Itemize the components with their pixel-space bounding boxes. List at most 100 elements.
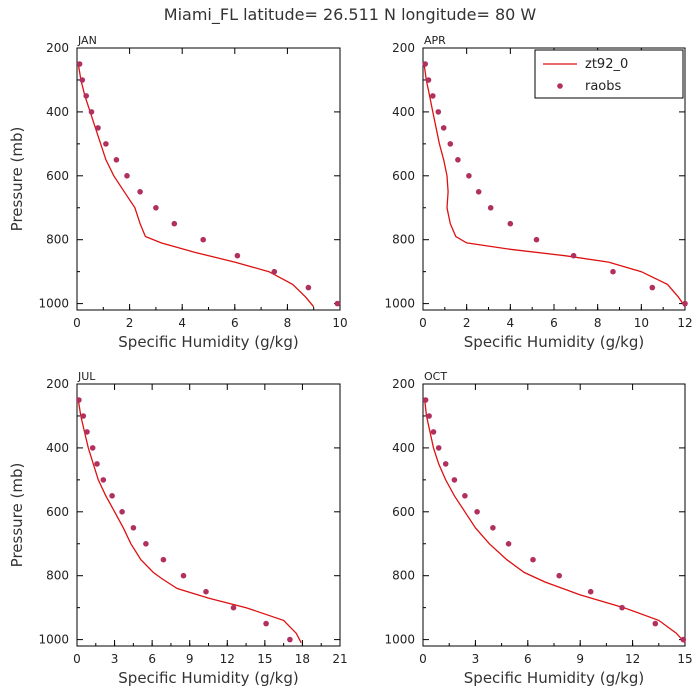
x-tick-label: 21: [332, 652, 347, 666]
x-tick-label: 12: [625, 652, 640, 666]
legend-label: raobs: [585, 79, 622, 94]
data-point-raobs: [84, 429, 90, 435]
data-point-raobs: [533, 236, 540, 243]
x-axis-label: Specific Humidity (g/kg): [118, 333, 298, 351]
y-tick-label: 400: [392, 105, 415, 119]
series-line-zt92_0: [77, 399, 302, 644]
panel-label: OCT: [424, 370, 447, 383]
data-point-raobs: [474, 509, 480, 515]
data-point-raobs: [430, 429, 437, 435]
data-point-raobs: [425, 77, 432, 83]
data-point-raobs: [570, 252, 577, 259]
data-point-raobs: [422, 61, 429, 67]
data-point-raobs: [451, 477, 458, 483]
legend-label: zt92_0: [585, 57, 628, 72]
y-tick-label: 1000: [384, 297, 415, 311]
data-point-raobs: [462, 493, 468, 499]
y-axis-label: Pressure (mb): [8, 463, 26, 568]
x-tick-label: 9: [186, 652, 194, 666]
data-point-raobs: [530, 556, 536, 563]
panel-oct: OCT 0 3 6 9 12 15 200 400 600 800 1000 Specific Humi…: [384, 370, 692, 687]
data-point-raobs: [79, 77, 86, 83]
data-point-raobs: [422, 397, 429, 403]
data-point-raobs: [426, 413, 432, 419]
data-point-raobs: [442, 461, 449, 467]
y-tick-label: 1000: [384, 633, 415, 647]
data-point-raobs: [160, 556, 167, 563]
panel-apr: APR 0 2 4 6 8 10 12 200 400 600 800 1000 Specific Hum…: [384, 34, 692, 351]
x-tick-label: 6: [231, 316, 239, 330]
data-point-raobs: [487, 205, 494, 211]
data-point-raobs: [587, 588, 594, 595]
y-tick-label: 800: [392, 569, 415, 583]
data-point-raobs: [263, 620, 269, 627]
data-point-raobs: [466, 173, 472, 179]
y-tick-label: 800: [392, 233, 415, 247]
data-point-raobs: [171, 220, 178, 227]
y-tick-label: 800: [46, 569, 69, 583]
data-point-raobs: [83, 93, 89, 99]
plot-frame: [422, 383, 686, 647]
y-tick-label: 600: [392, 505, 415, 519]
y-tick-label: 400: [46, 105, 69, 119]
x-tick-label: 4: [507, 316, 515, 330]
x-tick-label: 3: [111, 652, 119, 666]
x-tick-label: 0: [73, 316, 81, 330]
data-point-raobs: [200, 236, 206, 243]
data-point-raobs: [680, 636, 687, 643]
figure-title: Miami_FL latitude= 26.511 N longitude= 8…: [164, 5, 537, 25]
data-point-raobs: [619, 604, 625, 611]
y-tick-label: 600: [46, 169, 69, 183]
data-point-raobs: [334, 300, 341, 307]
data-point-raobs: [652, 620, 659, 627]
data-point-raobs: [430, 93, 436, 99]
data-point-raobs: [649, 284, 656, 291]
legend-box: [534, 49, 684, 99]
data-point-raobs: [109, 493, 115, 499]
x-tick-label: 12: [220, 652, 235, 666]
data-point-raobs: [455, 157, 461, 163]
data-point-raobs: [682, 300, 688, 307]
data-point-raobs: [88, 109, 95, 115]
data-point-raobs: [475, 189, 482, 195]
data-point-raobs: [95, 125, 101, 131]
y-axis-label: Pressure (mb): [8, 127, 26, 232]
x-tick-label: 10: [332, 316, 347, 330]
data-point-raobs: [507, 220, 514, 227]
x-tick-label: 2: [463, 316, 471, 330]
legend-point-swatch: [557, 83, 563, 89]
x-tick-label: 10: [634, 316, 649, 330]
data-point-raobs: [76, 61, 83, 67]
panel-label: APR: [424, 34, 446, 47]
panel-jan: JAN 0 2 4 6 8 10 200 400 600 800 1000 Specific Humid…: [8, 34, 348, 351]
x-tick-label: 9: [576, 652, 584, 666]
x-tick-label: 0: [419, 316, 427, 330]
data-point-raobs: [124, 173, 130, 179]
data-point-raobs: [271, 268, 278, 275]
data-point-raobs: [305, 284, 312, 291]
data-point-raobs: [80, 413, 87, 419]
y-tick-label: 200: [392, 377, 415, 391]
x-tick-label: 12: [677, 316, 692, 330]
y-tick-label: 400: [392, 441, 415, 455]
data-point-raobs: [230, 604, 237, 611]
data-point-raobs: [440, 125, 447, 131]
y-tick-label: 1000: [38, 297, 69, 311]
data-point-raobs: [556, 572, 562, 579]
y-tick-label: 600: [392, 169, 415, 183]
x-tick-label: 6: [148, 652, 156, 666]
panel-jul: JUL 0 3 6 9 12 15 18 21 200 400 600 800 1000 Specific …: [8, 370, 348, 687]
data-point-raobs: [447, 141, 454, 147]
series-line-zt92_0: [77, 63, 315, 308]
data-point-raobs: [435, 445, 442, 451]
x-tick-label: 8: [284, 316, 292, 330]
x-tick-label: 4: [178, 316, 186, 330]
x-tick-label: 0: [73, 652, 81, 666]
x-axis-label: Specific Humidity (g/kg): [464, 333, 644, 351]
data-point-raobs: [94, 461, 100, 467]
data-point-raobs: [153, 205, 159, 211]
series-line-zt92_0: [424, 399, 686, 644]
data-point-raobs: [610, 268, 616, 275]
